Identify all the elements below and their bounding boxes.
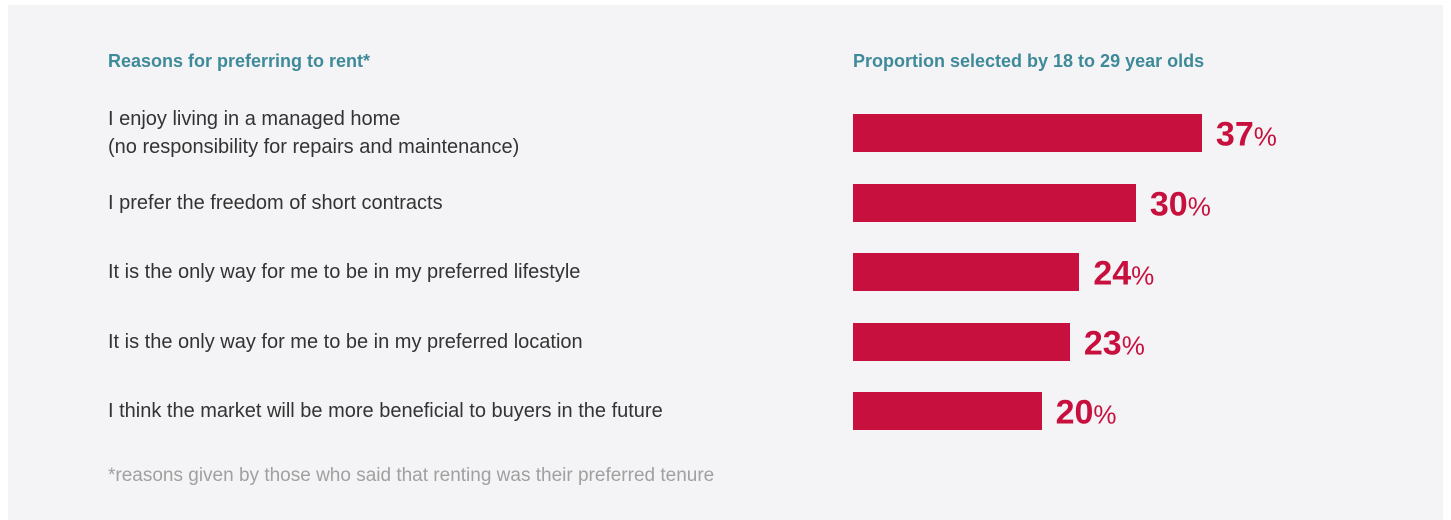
footnote: *reasons given by those who said that re… <box>108 465 715 486</box>
value-title: Proportion selected by 18 to 29 year old… <box>853 51 1205 71</box>
value-label: 20% <box>1055 393 1117 432</box>
value-label: 23% <box>1083 324 1145 362</box>
value-label: 37% <box>1215 115 1277 154</box>
category-label: I think the market will be more benefici… <box>108 400 663 422</box>
chart: Reasons for preferring to rent* Proporti… <box>8 5 1443 520</box>
value-label: 24% <box>1093 254 1155 293</box>
bar <box>853 392 1042 430</box>
bar <box>853 322 1070 361</box>
bar <box>853 183 1136 222</box>
category-label: It is the only way for me to be in my pr… <box>108 261 581 283</box>
category-label: It is the only way for me to be in my pr… <box>108 330 583 353</box>
bar <box>853 114 1202 152</box>
category-label: I prefer the freedom of short contracts <box>108 191 443 214</box>
chart-title: Reasons for preferring to rent* <box>108 51 371 71</box>
value-label: 30% <box>1149 185 1211 223</box>
category-label: I enjoy living in a managed home (no res… <box>108 108 520 158</box>
bar <box>853 253 1080 291</box>
